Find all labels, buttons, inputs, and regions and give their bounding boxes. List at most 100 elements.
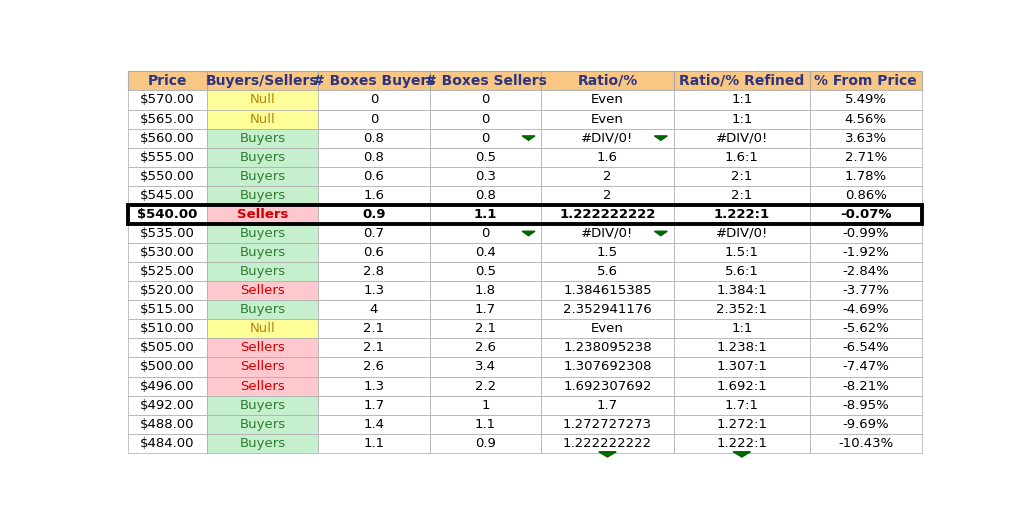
FancyBboxPatch shape (430, 91, 542, 110)
Text: 0: 0 (370, 93, 378, 106)
FancyBboxPatch shape (207, 129, 318, 148)
Text: 0.5: 0.5 (475, 151, 496, 164)
Text: $550.00: $550.00 (140, 170, 195, 183)
FancyBboxPatch shape (810, 243, 922, 262)
FancyBboxPatch shape (542, 281, 674, 300)
Text: Buyers: Buyers (240, 132, 286, 144)
FancyBboxPatch shape (674, 71, 810, 91)
Text: 2: 2 (603, 189, 611, 202)
Text: Buyers: Buyers (240, 151, 286, 164)
Text: Even: Even (591, 113, 624, 125)
FancyBboxPatch shape (318, 148, 430, 167)
FancyBboxPatch shape (128, 148, 207, 167)
Text: Even: Even (591, 93, 624, 106)
Text: 1.272727273: 1.272727273 (563, 418, 652, 431)
FancyBboxPatch shape (542, 300, 674, 319)
Text: 1: 1 (481, 398, 489, 412)
Text: 2.1: 2.1 (364, 323, 384, 335)
Text: -6.54%: -6.54% (843, 341, 889, 354)
Text: 0: 0 (370, 113, 378, 125)
FancyBboxPatch shape (674, 434, 810, 453)
FancyBboxPatch shape (318, 415, 430, 434)
FancyBboxPatch shape (128, 376, 207, 396)
Text: Null: Null (250, 93, 275, 106)
FancyBboxPatch shape (542, 338, 674, 357)
FancyBboxPatch shape (810, 281, 922, 300)
FancyBboxPatch shape (128, 281, 207, 300)
Text: 0.9: 0.9 (362, 208, 386, 221)
Text: Buyers: Buyers (240, 437, 286, 450)
Text: Even: Even (591, 323, 624, 335)
Text: $540.00: $540.00 (137, 208, 198, 221)
Text: 1.692307692: 1.692307692 (563, 379, 651, 393)
Text: 2.352941176: 2.352941176 (563, 303, 652, 316)
Text: 1.222:1: 1.222:1 (717, 437, 767, 450)
Text: Buyers: Buyers (240, 418, 286, 431)
FancyBboxPatch shape (674, 148, 810, 167)
FancyBboxPatch shape (542, 186, 674, 205)
FancyBboxPatch shape (810, 129, 922, 148)
Text: Price: Price (147, 74, 187, 88)
FancyBboxPatch shape (430, 357, 542, 376)
Text: 1.8: 1.8 (475, 284, 496, 297)
FancyBboxPatch shape (318, 243, 430, 262)
FancyBboxPatch shape (318, 71, 430, 91)
FancyBboxPatch shape (318, 167, 430, 186)
Text: Ratio/%: Ratio/% (578, 74, 638, 88)
Text: 2.2: 2.2 (475, 379, 496, 393)
Text: 1.1: 1.1 (475, 418, 496, 431)
FancyBboxPatch shape (430, 376, 542, 396)
FancyBboxPatch shape (318, 110, 430, 129)
Text: Buyers: Buyers (240, 189, 286, 202)
FancyBboxPatch shape (542, 110, 674, 129)
Text: -0.99%: -0.99% (843, 227, 889, 240)
FancyBboxPatch shape (128, 167, 207, 186)
FancyBboxPatch shape (674, 110, 810, 129)
FancyBboxPatch shape (674, 376, 810, 396)
Text: $515.00: $515.00 (140, 303, 195, 316)
FancyBboxPatch shape (430, 434, 542, 453)
Text: Sellers: Sellers (240, 284, 285, 297)
FancyBboxPatch shape (128, 224, 207, 243)
Text: $525.00: $525.00 (140, 265, 195, 278)
FancyBboxPatch shape (810, 300, 922, 319)
Text: -1.92%: -1.92% (843, 246, 889, 259)
Text: $555.00: $555.00 (140, 151, 195, 164)
FancyBboxPatch shape (810, 415, 922, 434)
FancyBboxPatch shape (430, 224, 542, 243)
Text: -8.21%: -8.21% (843, 379, 889, 393)
FancyBboxPatch shape (810, 376, 922, 396)
FancyBboxPatch shape (430, 167, 542, 186)
Text: 0.7: 0.7 (364, 227, 384, 240)
FancyBboxPatch shape (430, 186, 542, 205)
Text: 1.692:1: 1.692:1 (717, 379, 767, 393)
FancyBboxPatch shape (542, 357, 674, 376)
FancyBboxPatch shape (674, 300, 810, 319)
Text: Sellers: Sellers (237, 208, 288, 221)
Text: $530.00: $530.00 (140, 246, 195, 259)
FancyBboxPatch shape (207, 71, 318, 91)
FancyBboxPatch shape (430, 243, 542, 262)
Text: Buyers/Sellers: Buyers/Sellers (206, 74, 318, 88)
FancyBboxPatch shape (318, 224, 430, 243)
Text: Buyers: Buyers (240, 265, 286, 278)
FancyBboxPatch shape (318, 396, 430, 415)
Text: $570.00: $570.00 (140, 93, 195, 106)
Text: Buyers: Buyers (240, 227, 286, 240)
FancyBboxPatch shape (128, 396, 207, 415)
Text: # Boxes Buyers: # Boxes Buyers (312, 74, 435, 88)
Text: 2.352:1: 2.352:1 (717, 303, 767, 316)
Text: Null: Null (250, 113, 275, 125)
FancyBboxPatch shape (128, 319, 207, 338)
Text: 1.7:1: 1.7:1 (725, 398, 759, 412)
Text: 1.78%: 1.78% (845, 170, 887, 183)
Text: 1.384615385: 1.384615385 (563, 284, 652, 297)
FancyBboxPatch shape (542, 148, 674, 167)
FancyBboxPatch shape (542, 434, 674, 453)
FancyBboxPatch shape (318, 300, 430, 319)
FancyBboxPatch shape (674, 281, 810, 300)
Polygon shape (654, 136, 668, 140)
Text: 3.4: 3.4 (475, 360, 496, 374)
Text: 1.7: 1.7 (364, 398, 384, 412)
Text: 2.1: 2.1 (364, 341, 384, 354)
